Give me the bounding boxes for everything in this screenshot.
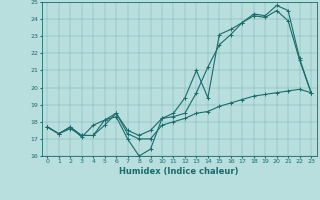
X-axis label: Humidex (Indice chaleur): Humidex (Indice chaleur) — [119, 167, 239, 176]
